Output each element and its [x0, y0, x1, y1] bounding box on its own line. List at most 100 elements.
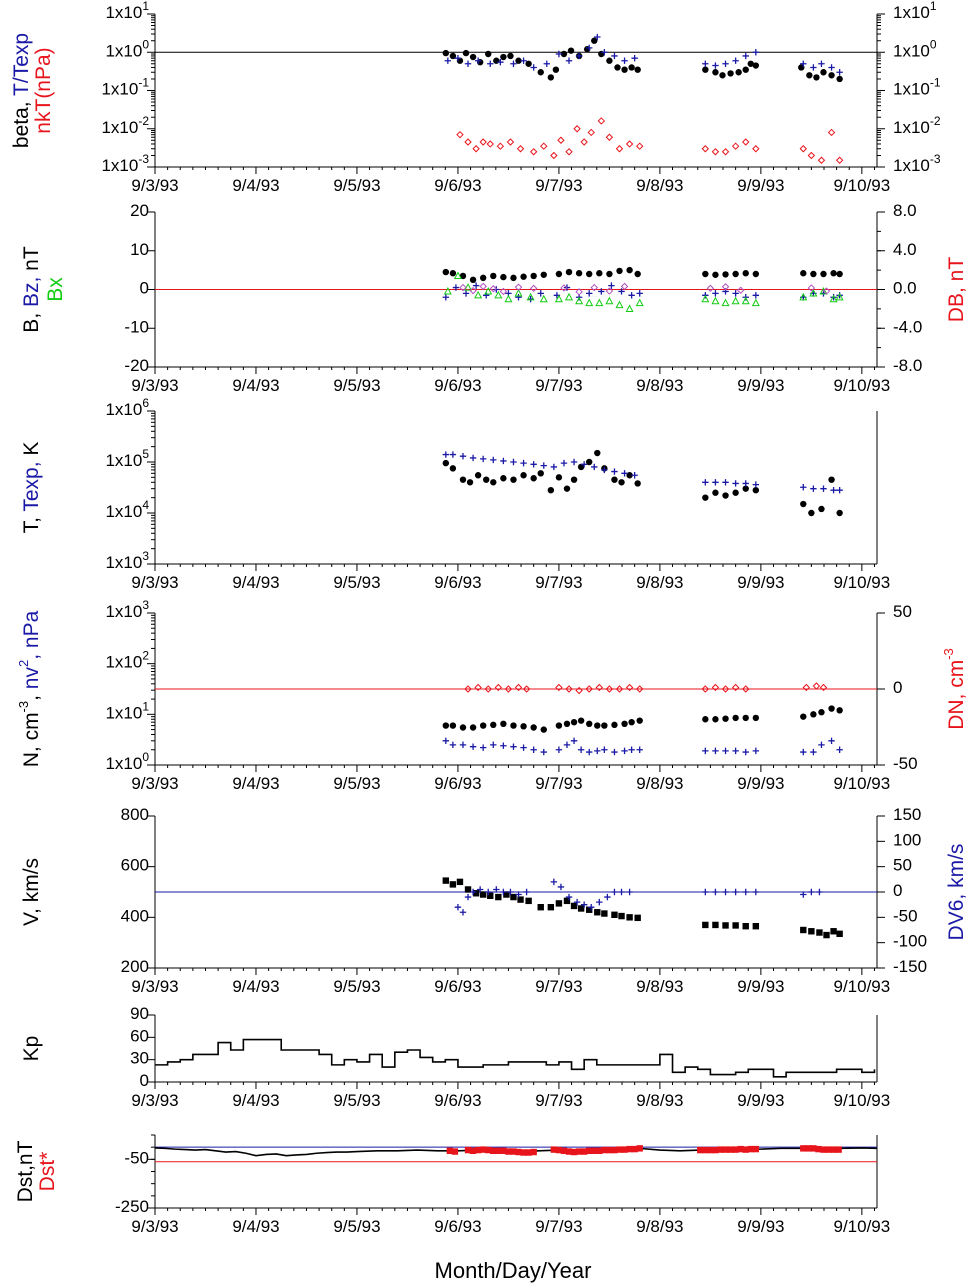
- data-point: [493, 286, 500, 293]
- data-point: [735, 69, 742, 76]
- data-point: [590, 283, 598, 292]
- data-point: [614, 64, 621, 71]
- data-point: [507, 888, 514, 896]
- data-point: [550, 463, 558, 471]
- data-point: [573, 125, 581, 133]
- data-point: [454, 904, 462, 911]
- data-point: [636, 1145, 643, 1152]
- data-point: [636, 746, 643, 753]
- x-axis-title: Month/Day/Year: [435, 1258, 592, 1283]
- data-point: [452, 284, 460, 291]
- data-point: [732, 290, 739, 297]
- y-tick-label: 0: [140, 279, 149, 298]
- data-point: [503, 891, 510, 898]
- data-point: [836, 746, 843, 753]
- tick-label-base: 90: [130, 1004, 149, 1023]
- tick-label-base: 1x10: [101, 156, 138, 175]
- data-point: [560, 284, 568, 292]
- y-right-tick-label: -50: [893, 907, 918, 926]
- right-axis-title: DN, cm-3: [941, 648, 968, 730]
- data-point: [818, 741, 825, 749]
- data-point: [520, 723, 527, 730]
- data-point: [510, 274, 517, 282]
- data-point: [711, 296, 720, 305]
- data-point: [605, 133, 614, 141]
- data-point: [539, 294, 548, 303]
- axis-title-part: T/Texp: [10, 33, 33, 96]
- data-point: [563, 897, 571, 905]
- tick-label-base: -4.0: [893, 318, 922, 337]
- tick-label-base: 1x10: [105, 553, 142, 572]
- data-point: [479, 891, 487, 898]
- data-point: [595, 683, 604, 692]
- tick-label-base: 1x10: [105, 3, 142, 22]
- data-point: [586, 1147, 593, 1155]
- data-point: [829, 294, 838, 303]
- tick-label-exponent: 5: [142, 447, 149, 461]
- data-point: [557, 136, 565, 144]
- data-point: [836, 270, 843, 278]
- data-point: [722, 271, 729, 278]
- data-point: [742, 888, 749, 896]
- data-point: [510, 60, 517, 67]
- x-tick-label: 9/8/93: [636, 774, 683, 793]
- y-tick-label: 800: [121, 805, 149, 824]
- data-point: [449, 451, 457, 458]
- data-point: [800, 748, 807, 756]
- series-black: [442, 37, 843, 83]
- data-point: [456, 878, 464, 886]
- tick-label-base: 1x10: [893, 42, 930, 61]
- x-tick-label: 9/4/93: [232, 376, 279, 395]
- x-tick-label: 9/7/93: [535, 573, 582, 592]
- data-point: [800, 484, 807, 491]
- data-point: [486, 140, 494, 148]
- x-tick-label: 9/8/93: [636, 977, 683, 996]
- tick-label-exponent: 3: [142, 598, 149, 612]
- series-blue: [454, 878, 823, 916]
- x-tick-label: 9/6/93: [434, 1217, 481, 1236]
- tick-label-exponent: -3: [930, 152, 941, 166]
- tick-label-base: 400: [121, 907, 149, 926]
- x-tick-label: 9/3/93: [131, 1091, 178, 1110]
- data-point: [560, 459, 568, 467]
- data-point: [530, 64, 537, 71]
- panel-beta: 9/3/93 9/4/93 9/5/93 9/6/93 9/7/93 9/8/93 9/9/…: [10, 0, 941, 195]
- data-point: [747, 60, 754, 67]
- data-point: [446, 1147, 454, 1155]
- data-point: [577, 905, 585, 912]
- tick-label-base: -250: [115, 1197, 149, 1216]
- data-point: [586, 458, 593, 466]
- x-tick-label: 9/6/93: [434, 977, 481, 996]
- data-point: [722, 479, 729, 486]
- x-tick-label: 9/9/93: [737, 1217, 784, 1236]
- data-point: [712, 479, 719, 486]
- data-point: [570, 1148, 578, 1156]
- x-tick-label: 9/5/93: [333, 774, 380, 793]
- data-point: [529, 284, 538, 293]
- data-point: [807, 151, 816, 160]
- data-point: [701, 685, 710, 693]
- data-point: [742, 480, 749, 487]
- y-tick-label: 1x103: [105, 549, 149, 572]
- tick-label-base: 100: [893, 831, 921, 850]
- data-point: [586, 270, 593, 278]
- data-point: [712, 271, 719, 278]
- data-point: [601, 466, 608, 474]
- data-point: [451, 1148, 459, 1155]
- data-point: [636, 290, 643, 297]
- data-point: [591, 463, 598, 471]
- data-point: [835, 1146, 842, 1153]
- series-blue: [444, 33, 843, 76]
- tick-label-base: 0: [893, 881, 902, 900]
- y-axis-title: N, cm-3, nv2, nPa: [16, 610, 43, 767]
- data-point: [702, 888, 709, 896]
- data-point: [595, 298, 604, 307]
- data-point: [618, 479, 625, 486]
- data-point: [808, 928, 815, 935]
- data-point: [554, 294, 563, 303]
- data-point: [827, 128, 836, 137]
- tick-label-base: 4.0: [893, 240, 917, 259]
- data-point: [500, 457, 507, 465]
- data-point: [615, 300, 624, 309]
- y-tick-label: 1x10-3: [101, 152, 149, 175]
